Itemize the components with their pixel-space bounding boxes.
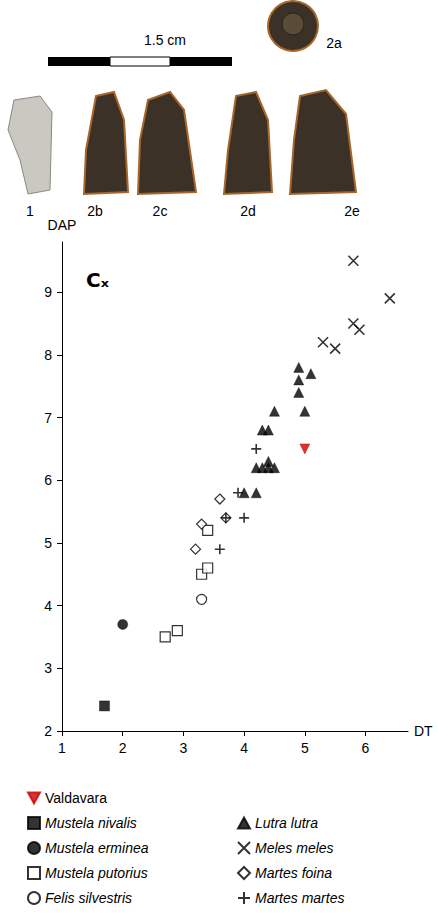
svg-text:Martes foina: Martes foina [255, 865, 332, 881]
svg-text:Meles meles: Meles meles [255, 840, 334, 856]
svg-text:5: 5 [44, 535, 52, 551]
svg-text:2: 2 [44, 723, 52, 739]
svg-text:2a: 2a [326, 35, 342, 51]
svg-text:9: 9 [44, 284, 52, 300]
svg-text:2e: 2e [344, 203, 360, 219]
svg-text:Mustela putorius: Mustela putorius [45, 865, 148, 881]
svg-text:8: 8 [44, 347, 52, 363]
svg-text:7: 7 [44, 410, 52, 426]
svg-text:2d: 2d [240, 203, 256, 219]
svg-text:Lutra lutra: Lutra lutra [255, 815, 318, 831]
svg-text:3: 3 [180, 740, 188, 756]
svg-text:2b: 2b [87, 203, 103, 219]
svg-text:Valdavara: Valdavara [45, 790, 107, 806]
svg-text:4: 4 [240, 740, 248, 756]
svg-text:DAP: DAP [48, 217, 77, 233]
svg-text:6: 6 [362, 740, 370, 756]
svg-text:1: 1 [26, 203, 34, 219]
svg-text:Felis silvestris: Felis silvestris [45, 890, 132, 906]
svg-text:Mustela nivalis: Mustela nivalis [45, 815, 137, 831]
svg-text:6: 6 [44, 472, 52, 488]
svg-text:Mustela erminea: Mustela erminea [45, 840, 149, 856]
svg-text:DT: DT [414, 723, 433, 739]
svg-text:5: 5 [301, 740, 309, 756]
svg-text:2c: 2c [153, 203, 168, 219]
svg-text:Cₓ: Cₓ [86, 268, 110, 292]
svg-text:2: 2 [119, 740, 127, 756]
svg-text:3: 3 [44, 660, 52, 676]
svg-text:1: 1 [58, 740, 66, 756]
svg-text:Martes martes: Martes martes [255, 890, 344, 906]
svg-text:1.5 cm: 1.5 cm [144, 32, 186, 48]
svg-text:4: 4 [44, 598, 52, 614]
